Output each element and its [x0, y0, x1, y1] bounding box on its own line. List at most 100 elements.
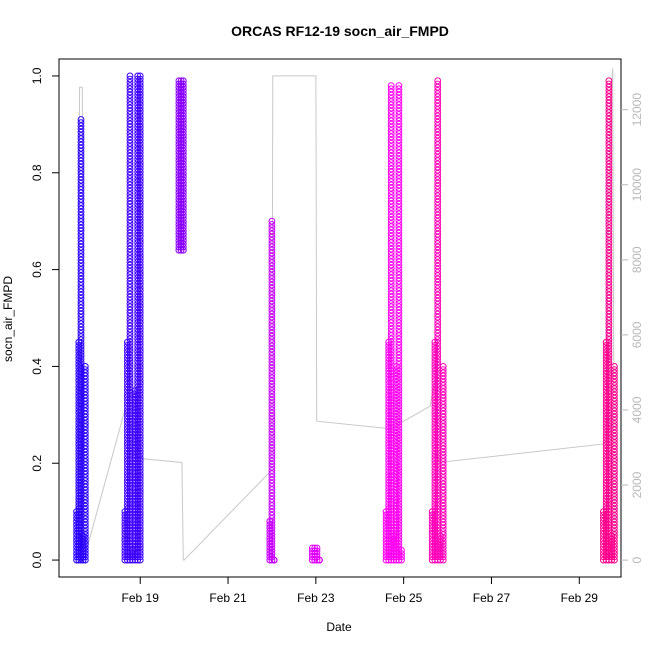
data-point — [126, 479, 134, 487]
data-point — [605, 297, 613, 305]
data-point — [605, 339, 613, 347]
data-point — [268, 294, 276, 302]
data-point — [395, 341, 403, 349]
series-RF19 — [600, 77, 618, 564]
data-point — [81, 382, 89, 389]
y-tick-label: 1.0 — [30, 67, 44, 84]
data-point — [605, 134, 613, 142]
data-point — [434, 253, 442, 260]
data-point — [136, 229, 144, 237]
data-point — [611, 518, 618, 526]
data-point — [136, 107, 144, 115]
data-point — [126, 325, 134, 333]
data-point — [126, 229, 134, 237]
data-point — [395, 402, 403, 410]
data-point — [81, 455, 89, 462]
data-point — [434, 342, 442, 350]
data-point — [77, 243, 85, 251]
data-point — [395, 297, 403, 304]
data-point — [434, 269, 442, 276]
data-point — [605, 90, 613, 97]
data-point — [268, 345, 276, 353]
data-point — [126, 370, 134, 378]
data-point — [611, 382, 618, 389]
data-point — [126, 482, 134, 490]
data-point — [395, 348, 403, 356]
y2-axis: 0 2000 4000 6000 8000 10000 12000 — [621, 93, 644, 563]
data-point — [268, 339, 276, 347]
data-point — [605, 150, 613, 158]
data-point — [268, 511, 276, 519]
data-point — [387, 236, 395, 243]
data-point — [77, 218, 85, 226]
data-point — [611, 366, 618, 374]
data-point — [395, 255, 403, 263]
data-point — [126, 463, 134, 471]
data-point — [611, 391, 618, 399]
data-point — [313, 547, 321, 555]
data-point — [387, 165, 395, 173]
data-point — [126, 146, 134, 154]
data-point — [434, 291, 442, 299]
data-point — [387, 284, 395, 292]
series-RF17 — [382, 82, 405, 564]
data-point — [268, 508, 276, 516]
data-point — [395, 495, 403, 503]
data-point — [395, 377, 403, 384]
data-point — [387, 226, 395, 234]
data-point — [126, 82, 134, 89]
data-point — [395, 489, 403, 497]
data-point — [77, 144, 85, 152]
data-point — [395, 130, 403, 138]
data-point — [434, 275, 442, 283]
data-point — [395, 229, 403, 237]
data-point — [179, 214, 187, 222]
data-point — [81, 363, 89, 370]
data-point — [126, 367, 134, 375]
data-point — [77, 250, 85, 258]
data-point — [434, 112, 442, 120]
data-point — [434, 131, 442, 139]
data-point — [136, 409, 144, 417]
data-point — [395, 486, 403, 493]
data-point — [387, 207, 395, 215]
data-point — [605, 291, 613, 299]
data-point — [81, 391, 89, 399]
data-point — [126, 239, 134, 247]
data-point — [136, 82, 144, 89]
data-point — [434, 102, 442, 110]
data-point — [395, 534, 403, 541]
data-point — [395, 226, 403, 234]
data-point — [439, 363, 447, 370]
data-point — [136, 332, 144, 340]
data-point — [434, 323, 442, 331]
data-point — [126, 194, 134, 202]
data-point — [605, 333, 613, 340]
data-point — [179, 112, 187, 120]
data-point — [611, 404, 618, 412]
data-point — [387, 499, 395, 506]
data-point — [179, 221, 187, 229]
data-point — [387, 204, 395, 211]
data-point — [126, 473, 134, 481]
data-point — [395, 184, 403, 192]
data-point — [395, 223, 403, 231]
data-point — [136, 274, 144, 282]
data-point — [611, 544, 618, 551]
data-point — [387, 287, 395, 295]
y2-tick-label: 8000 — [630, 246, 644, 273]
data-point — [126, 431, 134, 439]
data-point — [136, 245, 144, 253]
data-point — [605, 122, 613, 129]
data-point — [434, 313, 442, 321]
data-point — [611, 417, 618, 424]
data-point — [605, 294, 613, 302]
data-point — [611, 486, 618, 494]
data-point — [395, 95, 403, 102]
x-tick-label: Feb 29 — [561, 591, 599, 605]
data-point — [126, 345, 134, 352]
data-point — [395, 479, 403, 487]
data-point — [605, 87, 613, 94]
series-RF14 — [175, 77, 187, 254]
data-point — [126, 534, 134, 541]
